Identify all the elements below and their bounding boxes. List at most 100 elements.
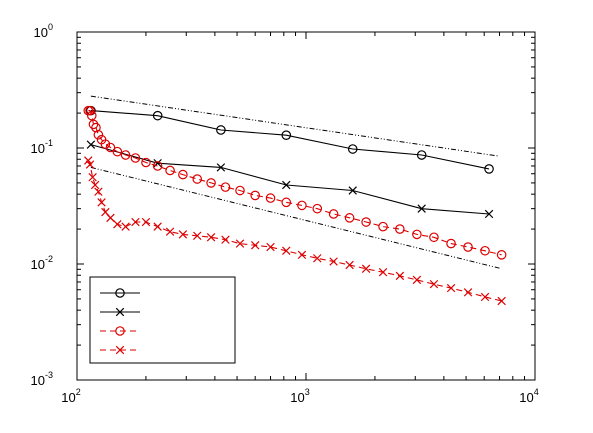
series-2-point: [216, 163, 226, 172]
series-3-point: [344, 213, 355, 223]
series-4-point: [345, 260, 354, 270]
legend: [89, 276, 236, 364]
series-layer: [83, 105, 507, 306]
series-3-point: [120, 150, 131, 160]
x-tick-label: 102: [61, 387, 80, 405]
series-3-point: [100, 139, 111, 149]
series-3-point: [297, 200, 307, 211]
series-4-point: [235, 239, 245, 248]
series-4-point: [113, 220, 122, 229]
series-2-point: [348, 186, 357, 195]
series-1-point: [484, 164, 494, 174]
series-2-point: [484, 209, 494, 219]
series-4-point: [497, 296, 506, 306]
series-3-point: [328, 209, 339, 219]
series-3-point: [265, 193, 276, 203]
series-1-point: [347, 144, 358, 154]
series-4-point: [121, 222, 130, 231]
series-4-point: [97, 198, 106, 207]
legend-sample-marker-3: [115, 326, 125, 336]
series-3-point: [93, 129, 104, 140]
series-4-point: [282, 246, 291, 256]
series-3-point: [85, 105, 95, 116]
series-3-point: [446, 238, 456, 249]
series-3-point: [141, 157, 151, 168]
series-4-point: [206, 233, 216, 242]
reference-lines: [90, 95, 500, 269]
series-4-point: [88, 172, 97, 182]
series-3-point: [192, 174, 203, 184]
series-4-point: [250, 241, 260, 250]
series-3-point: [235, 185, 245, 196]
series-3-point: [429, 232, 439, 243]
series-4-point: [193, 231, 202, 241]
series-4-point: [412, 275, 422, 285]
series-3-point: [480, 245, 490, 256]
series-4-point: [446, 283, 456, 293]
y-tick-label: 10-1: [31, 138, 53, 156]
series-1-point: [281, 130, 292, 140]
series-3-point: [312, 203, 323, 214]
series-3: [83, 105, 507, 260]
series-4-point: [313, 254, 322, 263]
series-3-point: [206, 178, 216, 188]
series-3-point: [220, 182, 231, 192]
series-1-line: [90, 110, 490, 170]
series-4-point: [153, 222, 162, 231]
series-2: [86, 140, 494, 219]
series-1: [86, 105, 494, 174]
series-4-point: [106, 213, 115, 223]
series-4-point: [94, 187, 103, 196]
y-tick-label: 10-2: [31, 254, 53, 272]
ticks: 102 103 104 10-3 10-2 10-1 100: [31, 22, 539, 405]
y-tick-label: 100: [34, 22, 53, 40]
series-3-point: [250, 190, 260, 201]
series-3-point: [395, 224, 405, 234]
series-3-point: [178, 169, 188, 180]
series-4-point: [395, 271, 405, 281]
series-1-point: [416, 150, 427, 160]
series-4-point: [266, 242, 275, 252]
series-1-point: [216, 125, 226, 135]
x-tick-label: 104: [519, 387, 538, 405]
series-3-point: [112, 146, 123, 157]
series-3-point: [152, 161, 163, 171]
reference-line-2: [90, 166, 500, 269]
legend-sample-marker-1: [115, 288, 125, 298]
series-4-point: [141, 217, 151, 227]
legend-sample-marker-2: [115, 307, 125, 317]
series-3-point: [130, 153, 141, 163]
legend-box: [89, 276, 236, 364]
series-3-point: [165, 165, 175, 176]
series-4-point: [480, 292, 490, 302]
series-3-point: [88, 119, 99, 130]
series-3-point: [463, 242, 473, 252]
series-4-point: [85, 160, 95, 169]
series-4-point: [297, 250, 307, 260]
series-3-point: [105, 142, 116, 153]
series-3-point: [361, 217, 371, 227]
series-4-point: [378, 267, 388, 277]
series-3-point: [378, 221, 388, 232]
series-1-point: [152, 110, 163, 121]
series-3-point: [281, 197, 292, 208]
series-2-point: [86, 140, 96, 149]
series-4-point: [178, 230, 188, 239]
series-4: [84, 156, 506, 306]
x-tick-label: 103: [290, 387, 309, 405]
series-3-line: [88, 110, 502, 256]
legend-sample-marker-4: [115, 345, 125, 355]
series-4-point: [165, 227, 175, 236]
series-2-point: [417, 204, 426, 213]
series-4-point: [221, 235, 230, 244]
reference-line-1: [90, 95, 500, 157]
series-4-point: [429, 279, 439, 289]
series-4-point: [90, 180, 100, 190]
series-2-point: [282, 180, 291, 190]
series-4-point: [329, 257, 338, 266]
series-3-point: [412, 229, 422, 240]
series-4-point: [361, 264, 371, 273]
series-4-point: [463, 288, 473, 297]
